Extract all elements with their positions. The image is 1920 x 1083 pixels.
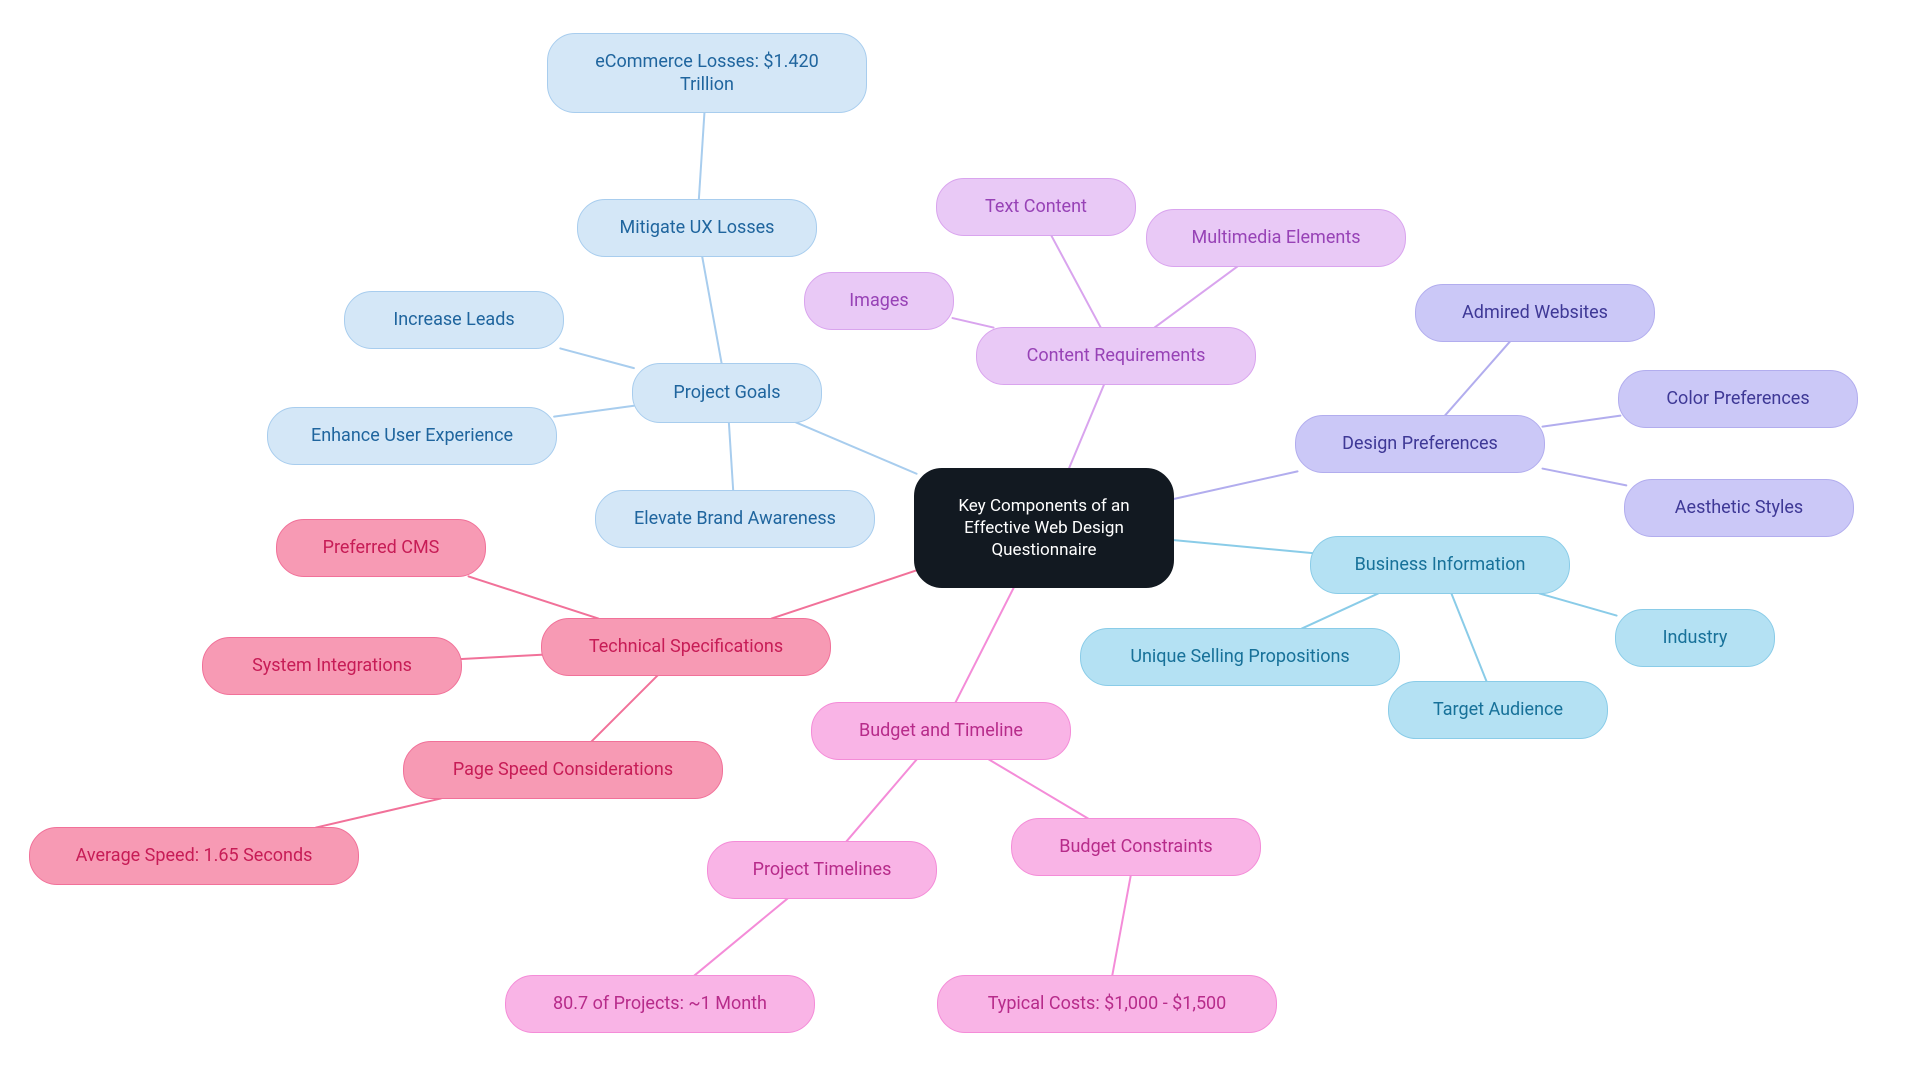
edge-root-dp <box>1171 471 1297 499</box>
node-ts_ps: Page Speed Considerations <box>403 741 723 799</box>
node-bt_b1: Typical Costs: $1,000 - $1,500 <box>937 975 1277 1033</box>
edge-pg_ux-pg_ux1 <box>699 112 705 199</box>
node-bi3: Unique Selling Propositions <box>1080 628 1400 686</box>
node-bt_t: Project Timelines <box>707 841 937 899</box>
edge-pg-pg3 <box>729 422 733 490</box>
edge-root-pg <box>796 422 917 473</box>
edge-cr-cr3 <box>953 318 994 328</box>
node-root: Key Components of an Effective Web Desig… <box>914 468 1174 588</box>
node-dp: Design Preferences <box>1295 415 1545 473</box>
node-pg: Project Goals <box>632 363 822 423</box>
edge-ts_ps-ts_ps1 <box>316 798 441 827</box>
edge-ts-ts2 <box>459 655 544 660</box>
edge-root-bt <box>955 587 1014 703</box>
node-cr1: Text Content <box>936 178 1136 236</box>
mindmap-canvas: Key Components of an Effective Web Desig… <box>0 0 1920 1083</box>
node-cr3: Images <box>804 272 954 330</box>
node-bt_b: Budget Constraints <box>1011 818 1261 876</box>
edge-pg-pg1 <box>560 348 634 368</box>
node-bt_t1: 80.7 of Projects: ~1 Month <box>505 975 815 1033</box>
node-cr2: Multimedia Elements <box>1146 209 1406 267</box>
node-ts2: System Integrations <box>202 637 462 695</box>
node-pg2: Enhance User Experience <box>267 407 557 465</box>
edge-bt-bt_t <box>846 759 916 841</box>
edge-bi-bi3 <box>1302 593 1378 628</box>
edge-dp-dp1 <box>1445 341 1510 415</box>
node-bi1: Industry <box>1615 609 1775 667</box>
node-pg3: Elevate Brand Awareness <box>595 490 875 548</box>
node-ts1: Preferred CMS <box>276 519 486 577</box>
edge-pg-pg_ux <box>702 256 721 363</box>
edge-root-cr <box>1069 384 1104 469</box>
node-dp1: Admired Websites <box>1415 284 1655 342</box>
node-pg_ux1: eCommerce Losses: $1.420 Trillion <box>547 33 867 113</box>
edge-cr-cr2 <box>1155 266 1238 327</box>
edge-bi-bi1 <box>1539 593 1616 615</box>
edge-bt_t-bt_t1 <box>694 898 787 975</box>
node-pg_ux: Mitigate UX Losses <box>577 199 817 257</box>
edge-dp-dp2 <box>1543 416 1621 427</box>
node-ts_ps1: Average Speed: 1.65 Seconds <box>29 827 359 885</box>
edge-bt-bt_b <box>989 759 1088 818</box>
node-bt: Budget and Timeline <box>811 702 1071 760</box>
node-ts: Technical Specifications <box>541 618 831 676</box>
edge-cr-cr1 <box>1051 235 1100 327</box>
node-bi: Business Information <box>1310 536 1570 594</box>
node-cr: Content Requirements <box>976 327 1256 385</box>
edge-bt_b-bt_b1 <box>1112 875 1131 975</box>
edge-ts-ts_ps <box>591 675 657 741</box>
edge-root-ts <box>771 570 916 618</box>
node-dp3: Aesthetic Styles <box>1624 479 1854 537</box>
node-bi2: Target Audience <box>1388 681 1608 739</box>
node-pg1: Increase Leads <box>344 291 564 349</box>
edge-ts-ts1 <box>469 576 599 618</box>
edge-dp-dp3 <box>1543 469 1627 486</box>
edge-root-bi <box>1171 540 1312 553</box>
edge-bi-bi2 <box>1451 593 1486 681</box>
edge-pg-pg2 <box>554 406 634 417</box>
node-dp2: Color Preferences <box>1618 370 1858 428</box>
